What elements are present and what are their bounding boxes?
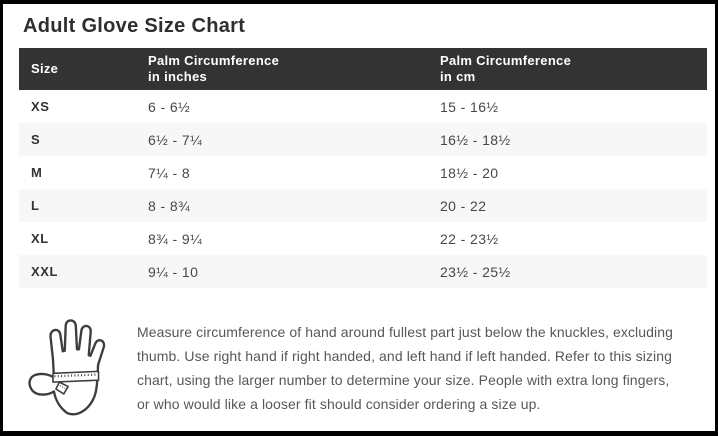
page-title: Adult Glove Size Chart xyxy=(23,15,246,37)
note-text: Measure circumference of hand around ful… xyxy=(137,320,673,416)
inches-cell: 6½ - 7¼ xyxy=(148,131,203,148)
size-table: Size Palm Circumference in inches Palm C… xyxy=(19,48,707,288)
size-cell: XL xyxy=(31,231,49,246)
cm-cell: 22 - 23½ xyxy=(440,230,499,247)
measuring-note: Measure circumference of hand around ful… xyxy=(27,314,715,421)
cm-cell: 20 - 22 xyxy=(440,197,487,214)
cm-cell: 18½ - 20 xyxy=(440,164,499,181)
note-line: thumb. Use right hand if right handed, a… xyxy=(137,348,672,364)
size-cell: S xyxy=(31,132,41,147)
inches-cell: 6 - 6½ xyxy=(148,98,191,115)
table-row: XXL 9¼ - 10 23½ - 25½ xyxy=(19,255,707,288)
inches-cell: 8¾ - 9¼ xyxy=(148,230,203,247)
note-line: chart, using the larger number to determ… xyxy=(137,372,670,388)
size-cell: M xyxy=(31,165,43,180)
size-cell: L xyxy=(31,198,40,213)
inches-cell: 7¼ - 8 xyxy=(148,164,191,181)
header-size: Size xyxy=(31,61,59,76)
table-row: M 7¼ - 8 18½ - 20 xyxy=(19,156,707,189)
cm-cell: 16½ - 18½ xyxy=(440,131,511,148)
cm-cell: 23½ - 25½ xyxy=(440,263,511,280)
note-line: or who would like a looser fit should co… xyxy=(137,396,541,412)
cm-cell: 15 - 16½ xyxy=(440,98,499,115)
size-cell: XS xyxy=(31,99,50,114)
inches-cell: 9¼ - 10 xyxy=(148,263,199,280)
inches-cell: 8 - 8¾ xyxy=(148,197,191,214)
table-row: L 8 - 8¾ 20 - 22 xyxy=(19,189,707,222)
table-row: XL 8¾ - 9¼ 22 - 23½ xyxy=(19,222,707,255)
table-header-row: Size Palm Circumference in inches Palm C… xyxy=(19,48,707,90)
size-cell: XXL xyxy=(31,264,59,279)
header-inches: Palm Circumference in inches xyxy=(148,53,280,84)
header-cm: Palm Circumference in cm xyxy=(440,53,572,84)
table-row: S 6½ - 7¼ 16½ - 18½ xyxy=(19,123,707,156)
note-line: Measure circumference of hand around ful… xyxy=(137,324,674,340)
table-row: XS 6 - 6½ 15 - 16½ xyxy=(19,90,707,123)
hand-measure-icon xyxy=(27,314,127,421)
